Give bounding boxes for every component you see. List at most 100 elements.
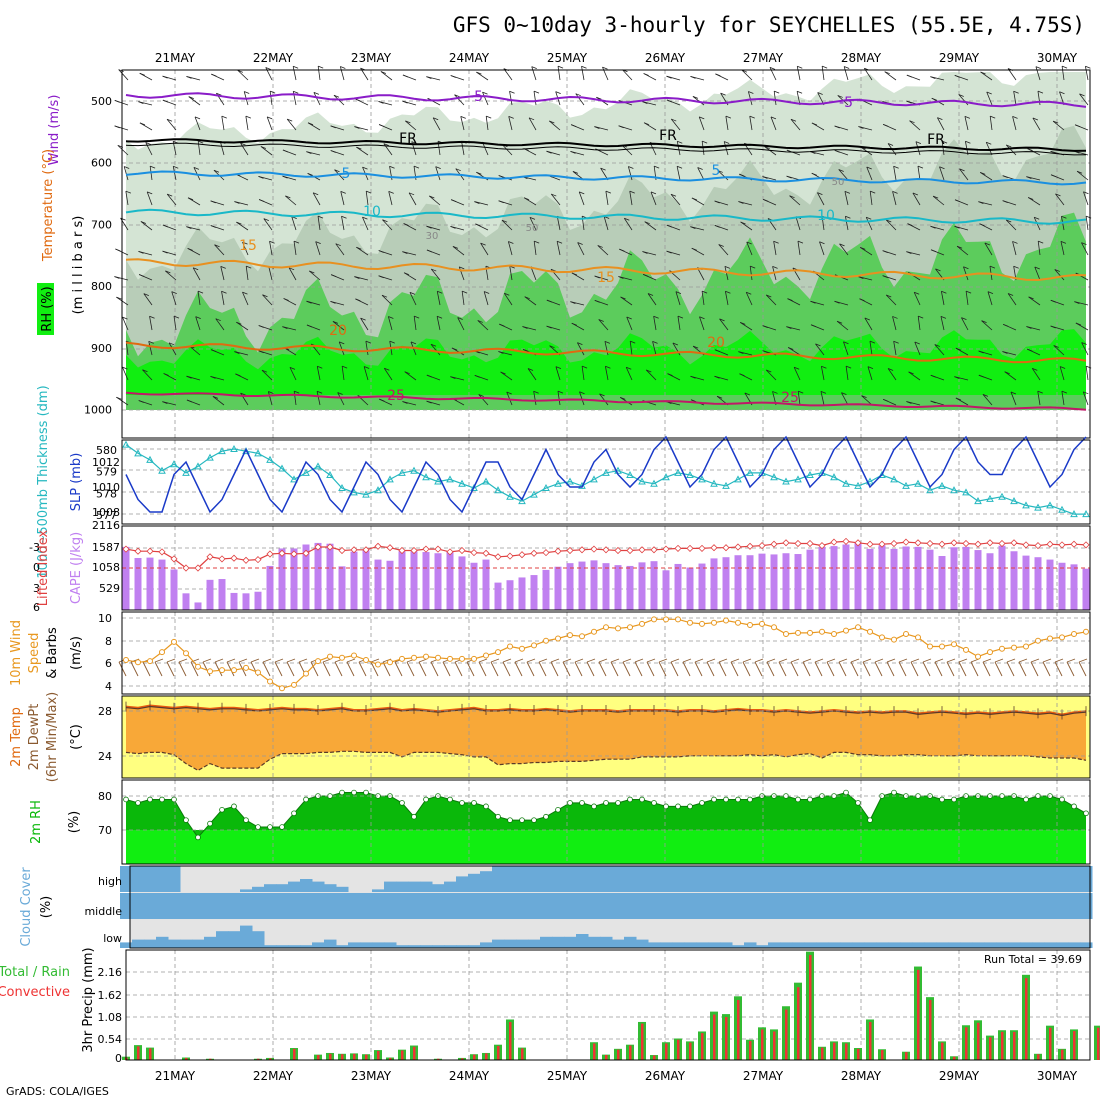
upper-wind-barb-flag: [114, 100, 120, 103]
precip-convective-bar: [317, 1055, 320, 1060]
upper-wind-barb-flag: [773, 240, 779, 244]
upper-wind-barb-flag: [269, 90, 276, 94]
upper-wind-barb-flag: [460, 116, 466, 119]
upper-wind-barb-flag: [268, 391, 274, 394]
upper-wind-barb: [740, 322, 753, 331]
upper-wind-barb: [866, 166, 873, 181]
upper-wind-barb: [893, 166, 897, 181]
upper-wind-barb-flag: [138, 101, 144, 105]
thickness-point: [374, 486, 382, 494]
thickness-point: [1034, 503, 1042, 511]
upper-wind-barb-flag: [1004, 371, 1010, 375]
thickness-point: [662, 473, 670, 481]
precip-convective-bar: [365, 1054, 368, 1060]
thickness-point: [734, 475, 742, 483]
upper-wind-barb-flag: [309, 270, 315, 274]
dewpoint-line: [125, 750, 1087, 772]
upper-wind-barb-flag: [1059, 366, 1066, 369]
upper-wind-barb-flag: [772, 391, 778, 394]
cloud-middle-bar: [312, 893, 325, 919]
thickness-line: [125, 444, 1086, 515]
upper-wind-barb-flag: [930, 374, 936, 378]
upper-wind-barb-flag: [317, 365, 323, 369]
cape-bar: [590, 560, 598, 610]
slp-label: SLP (mb): [69, 453, 84, 512]
cape-bar: [386, 560, 394, 610]
cloud-middle-bar: [588, 893, 601, 919]
upper-wind-barb: [117, 145, 129, 156]
cape-bar: [470, 562, 478, 610]
cape-bars: [122, 542, 1090, 610]
pressure-label: (m i l l i b a r s): [71, 216, 86, 315]
li-point: [1058, 541, 1066, 549]
upper-wind-barb: [934, 344, 945, 356]
wind10-point: [807, 629, 813, 636]
wind10-point: [855, 624, 861, 631]
rh2m-point: [363, 789, 369, 796]
cape-bar: [662, 570, 670, 610]
cape-bar: [122, 546, 130, 610]
upper-wind-barb: [838, 169, 849, 181]
upper-wind-barb-flag: [886, 219, 892, 223]
upper-wind-barb-flag: [1035, 66, 1042, 69]
li-point: [638, 546, 646, 554]
upper-wind-barb-flag: [1003, 323, 1009, 327]
upper-wind-barb-flag: [450, 75, 456, 78]
thickness-point: [218, 447, 226, 455]
upper-wind-barb-flag: [402, 74, 409, 78]
upper-wind-barb: [122, 316, 129, 331]
upper-wind-barb-flag: [887, 143, 894, 146]
wind10-barb: [790, 661, 799, 677]
cloud-low-bar: [132, 939, 145, 948]
upper-wind-barb-flag: [629, 190, 635, 194]
wind10-barb-flag: [370, 658, 380, 663]
upper-wind-barb: [461, 141, 465, 156]
cloud-middle-bar: [612, 893, 625, 919]
rh2m-point: [495, 813, 501, 820]
upper-wind-barb: [867, 366, 873, 381]
cloud-middle-bar: [924, 893, 937, 919]
cloud-high-bar: [240, 889, 253, 892]
upper-wind-barb-flag: [484, 291, 490, 294]
upper-wind-barb-flag: [845, 365, 852, 369]
upper-wind-barb-flag: [167, 193, 173, 197]
rh2m-point: [255, 824, 261, 830]
wind10-barb: [370, 661, 379, 677]
upper-wind-barb: [188, 96, 201, 106]
cloud-low-bar: [696, 942, 709, 948]
upper-wind-barb-flag: [744, 392, 750, 396]
upper-wind-barb: [387, 316, 393, 331]
thickness-point: [842, 479, 850, 487]
upper-wind-barb-flag: [642, 101, 648, 105]
wind10-barb-flag: [1030, 658, 1040, 663]
cloud-low-bar: [252, 931, 265, 948]
li-point: [194, 564, 202, 572]
cloud-high-bar: [468, 873, 481, 892]
wind10-barb-flag: [238, 658, 248, 663]
wind10-tick-6: 6: [105, 657, 112, 670]
li-point: [926, 539, 934, 548]
li-tick-0: 0: [33, 561, 40, 574]
upper-wind-barb-flag: [666, 224, 673, 228]
rh2m-label: 2m RH: [29, 800, 44, 844]
thickness-point: [686, 470, 694, 479]
precip-convective-bar: [1073, 1031, 1076, 1060]
precip-convective-bar: [1013, 1031, 1016, 1060]
li-point: [686, 544, 694, 552]
wind10-point: [135, 659, 141, 666]
li-point: [854, 539, 862, 547]
upper-wind-barb-flag: [187, 248, 193, 251]
temperature-label: Temperature (°C): [41, 149, 56, 262]
top-date-26MAY: 26MAY: [645, 51, 686, 65]
upper-wind-barb: [269, 241, 273, 256]
rh2m-point: [687, 803, 693, 810]
upper-wind-barb-flag: [887, 368, 894, 371]
upper-wind-barb-flag: [1002, 200, 1008, 204]
upper-wind-barb: [533, 241, 537, 256]
upper-wind-barb-flag: [340, 66, 346, 69]
wind10-barb-flag: [682, 658, 692, 663]
upper-wind-barb: [266, 116, 273, 131]
upper-wind-barb-flag: [482, 91, 488, 95]
cloud-middle-bar: [1056, 893, 1069, 919]
